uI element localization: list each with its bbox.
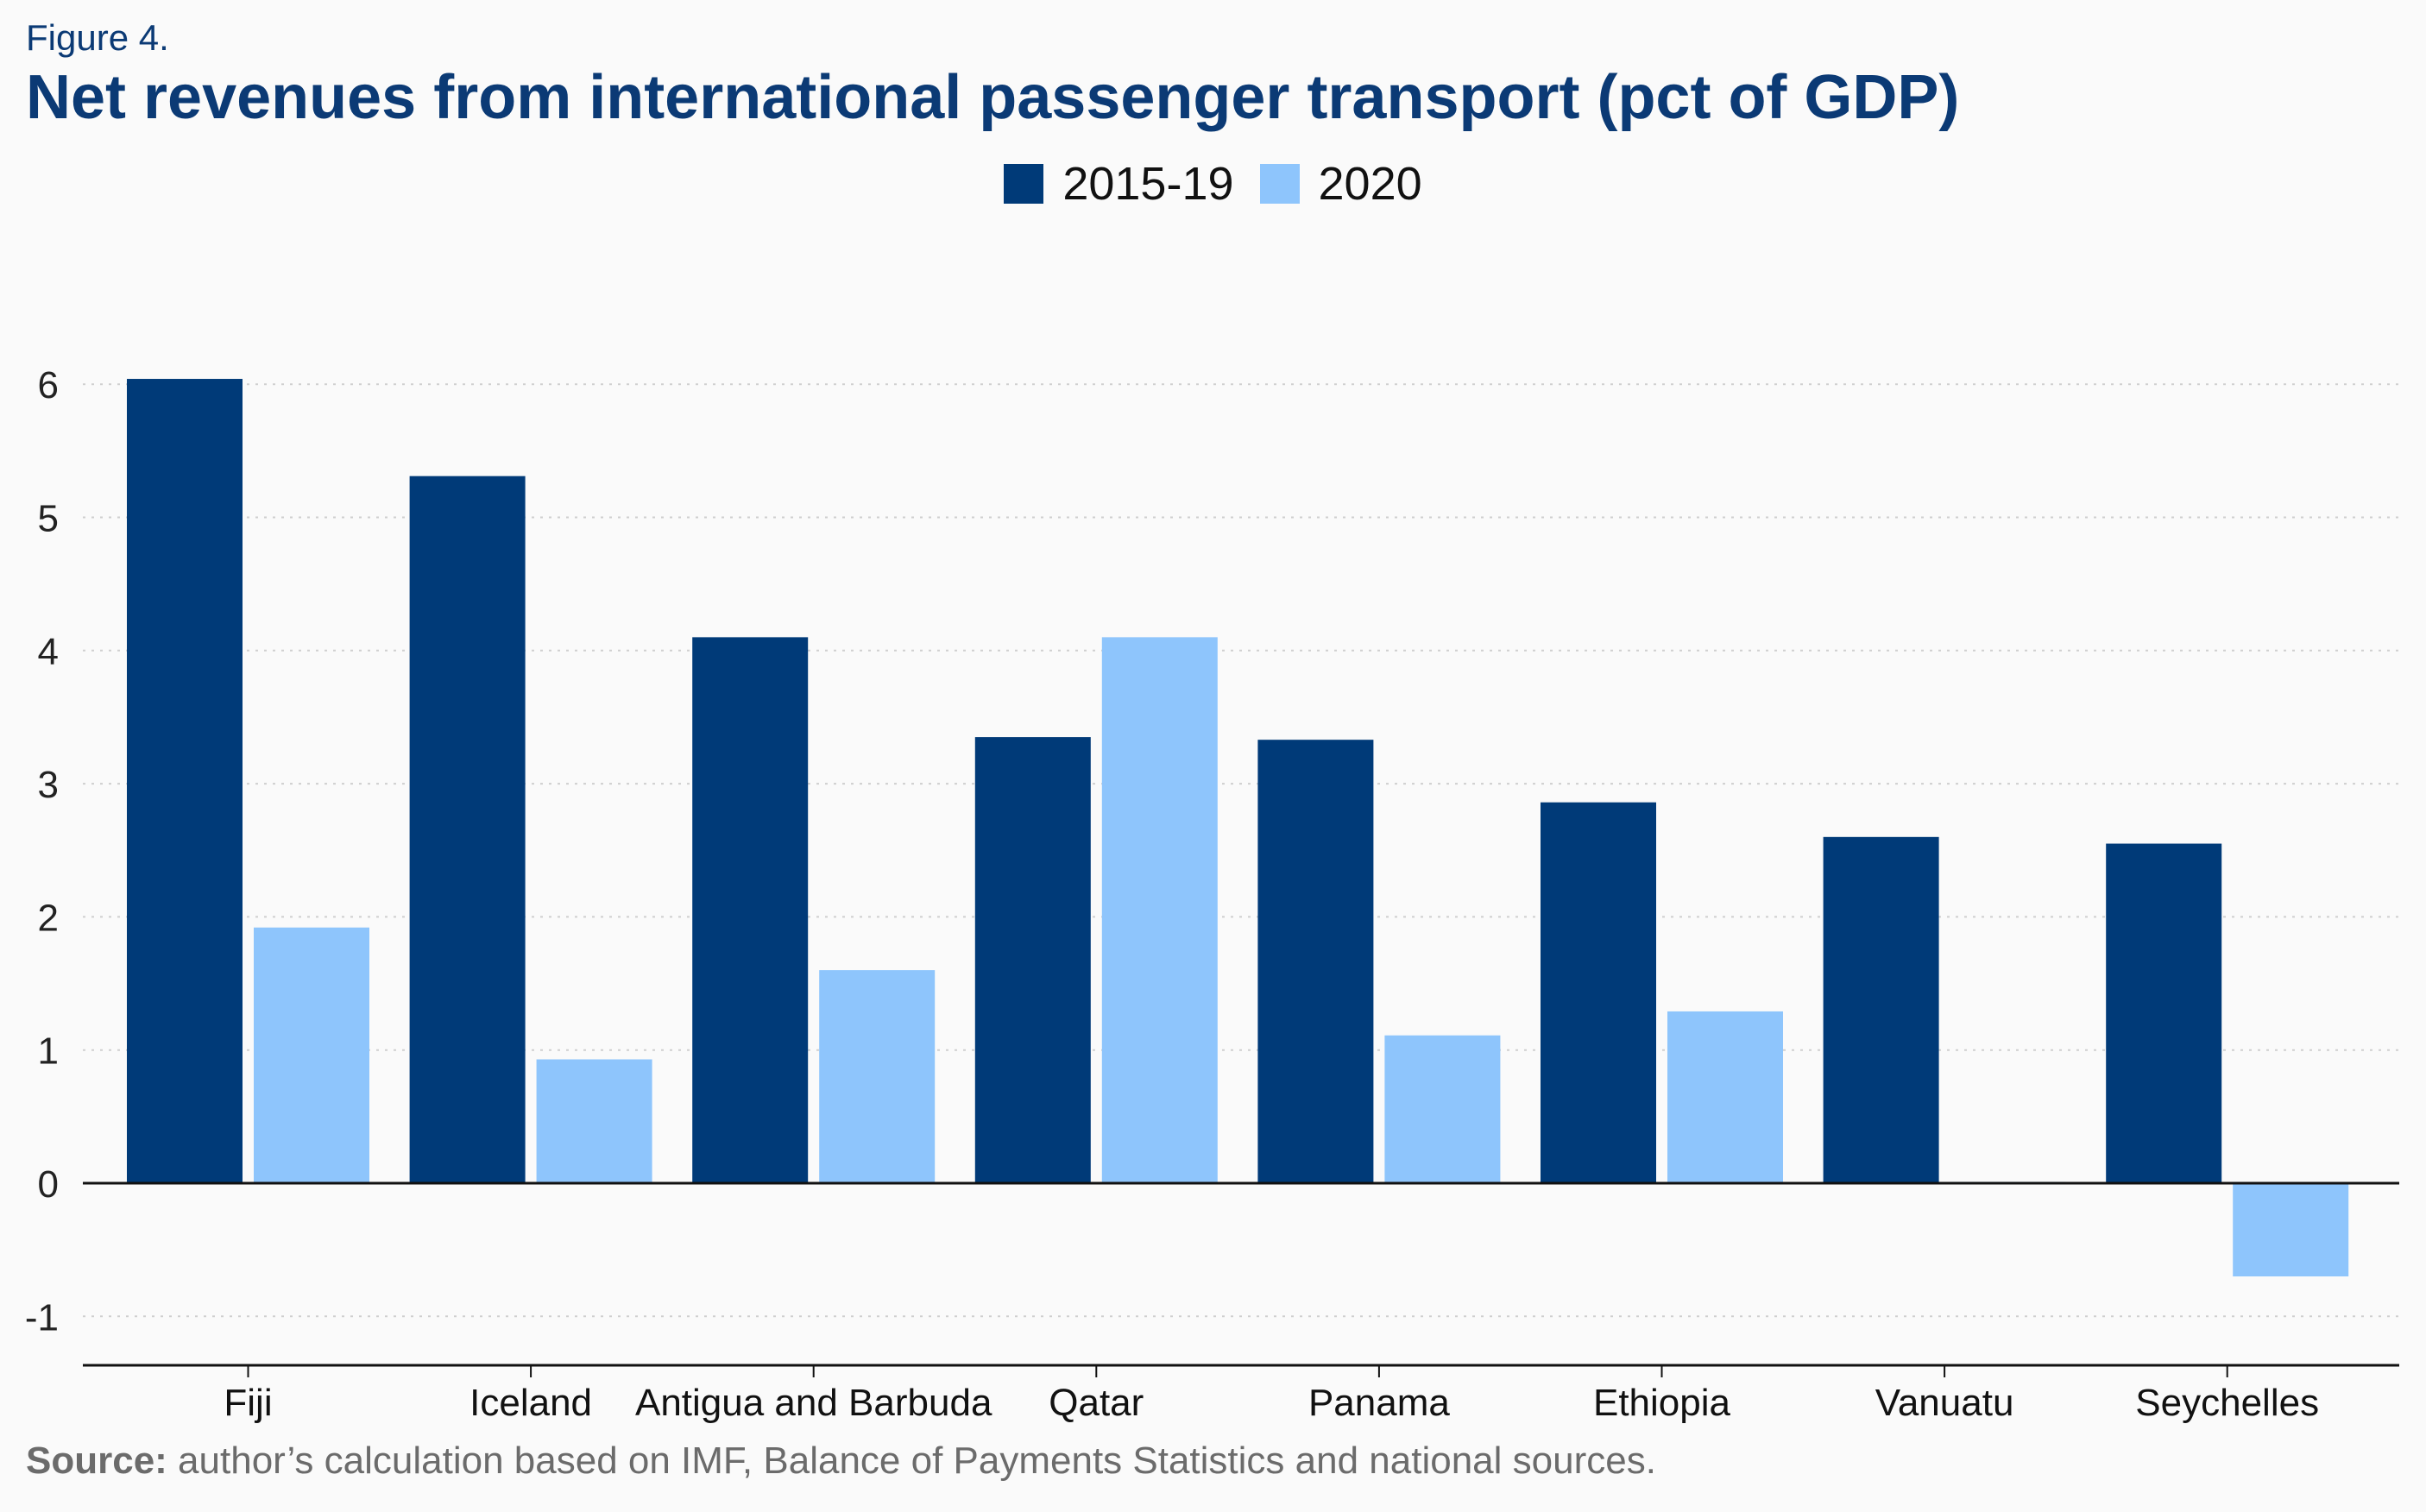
figure-label: Figure 4.	[26, 17, 169, 58]
bar-2015-19-seychelles	[2106, 843, 2222, 1183]
y-tick-labels: -1 0 1 2 3 4 5 6	[25, 364, 59, 1339]
axes	[83, 1181, 2399, 1377]
source-text: author’s calculation based on IMF, Balan…	[167, 1440, 1656, 1482]
legend-swatch-2020	[1259, 164, 1300, 204]
legend-label-2015-19: 2015-19	[1062, 158, 1234, 210]
bar-2020-panama	[1384, 1035, 1501, 1183]
x-tick-label: Ethiopia	[1593, 1382, 1731, 1424]
source-note: Source: author’s calculation based on IM…	[26, 1440, 1656, 1483]
bar-2020-ethiopia	[1667, 1011, 1783, 1183]
bar-2020-antigua-and-barbuda	[819, 970, 936, 1183]
legend-swatch-2015-19	[1004, 164, 1044, 204]
bar-2020-iceland	[536, 1059, 652, 1183]
x-tick-label: Iceland	[469, 1382, 592, 1424]
x-tick-label: Vanuatu	[1875, 1382, 2014, 1424]
y-tick-label: 3	[38, 764, 59, 806]
y-tick-label: 2	[38, 897, 59, 939]
x-tick-labels: Fiji Iceland Antigua and Barbuda Qatar Panam…	[224, 1382, 2319, 1424]
bar-2020-seychelles	[2233, 1183, 2349, 1277]
y-tick-label: 4	[38, 631, 59, 673]
bar-2015-19-vanuatu	[1823, 836, 1939, 1183]
legend-item-2020: 2020	[1259, 157, 1422, 211]
source-prefix: Source:	[26, 1440, 167, 1482]
x-tick-label: Seychelles	[2135, 1382, 2319, 1424]
y-tick-label: -1	[25, 1296, 59, 1339]
bar-2015-19-antigua-and-barbuda	[692, 637, 809, 1183]
x-tick-label: Antigua and Barbuda	[635, 1382, 992, 1424]
chart-title: Net revenues from international passenge…	[26, 63, 1960, 132]
bar-2015-19-qatar	[974, 737, 1091, 1183]
y-tick-label: 1	[38, 1030, 59, 1073]
legend-item-2015-19: 2015-19	[1004, 157, 1234, 211]
x-tick-label: Panama	[1308, 1382, 1450, 1424]
bars	[127, 379, 2349, 1277]
gridlines	[83, 383, 2399, 1318]
x-tick-label: Fiji	[224, 1382, 272, 1424]
bar-2015-19-panama	[1257, 740, 1374, 1183]
bar-2015-19-ethiopia	[1541, 802, 1656, 1183]
bar-2020-qatar	[1101, 637, 1218, 1183]
y-tick-label: 6	[38, 364, 59, 406]
legend-label-2020: 2020	[1318, 158, 1422, 210]
x-tick-label: Qatar	[1049, 1382, 1144, 1424]
y-tick-label: 0	[38, 1163, 59, 1206]
bar-2015-19-iceland	[409, 476, 526, 1183]
bar-2015-19-fiji	[127, 379, 243, 1183]
bar-2020-fiji	[254, 927, 369, 1183]
legend: 2015-19 2020	[0, 157, 2426, 211]
y-tick-label: 5	[38, 498, 59, 540]
